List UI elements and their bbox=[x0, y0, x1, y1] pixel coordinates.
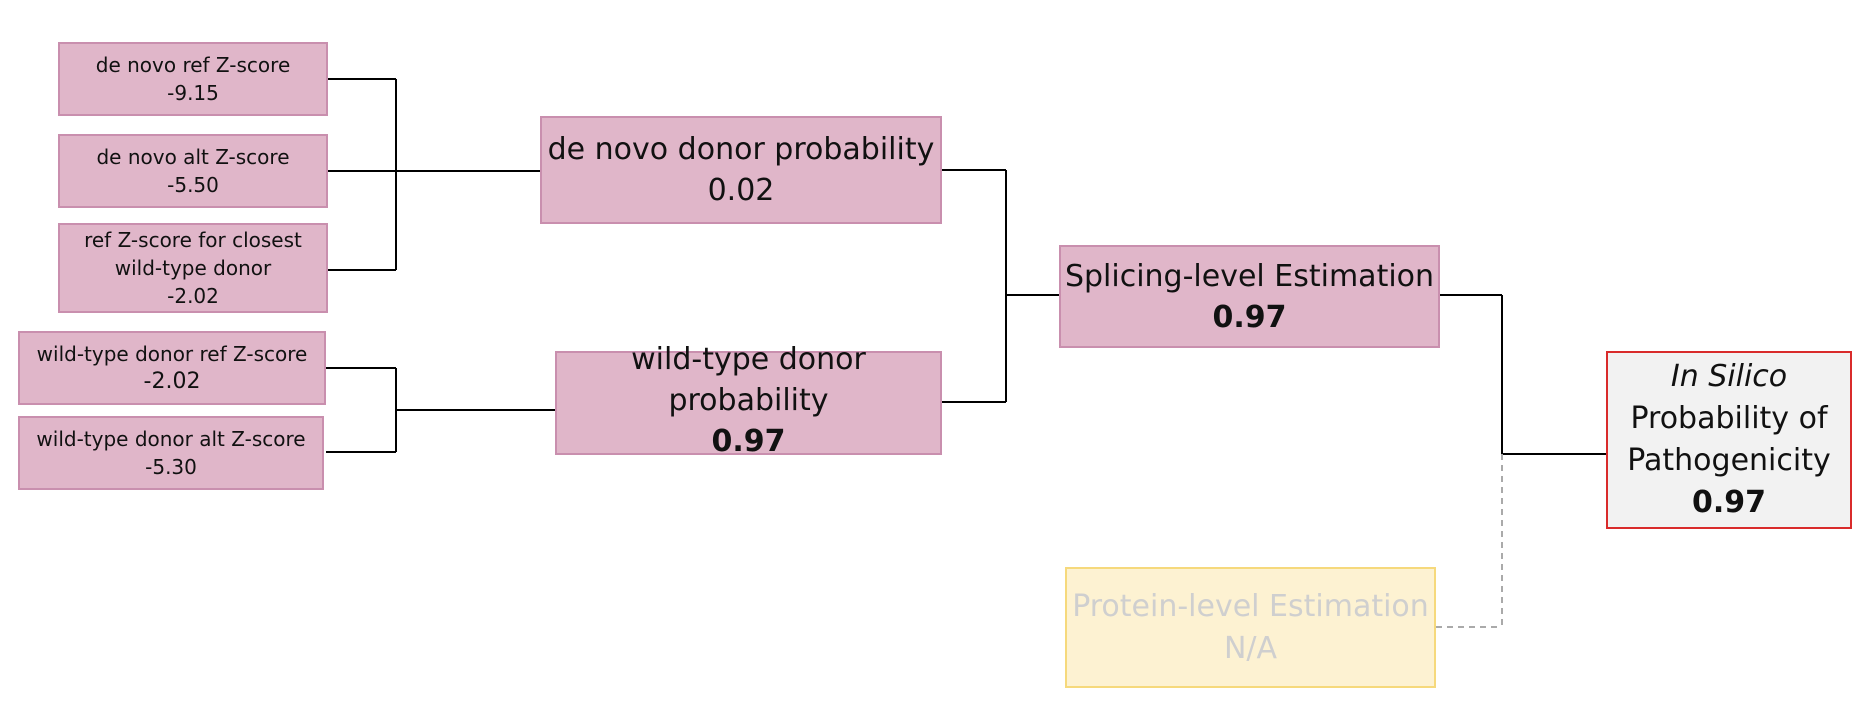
protein-level-estimation-box: Protein-level Estimation N/A bbox=[1065, 567, 1436, 688]
closest-wild-type-ref-z-score-box: ref Z-score for closest wild-type donor … bbox=[58, 223, 328, 313]
in-silico-label: In Silico bbox=[1670, 359, 1788, 394]
de-novo-ref-z-score-value: -9.15 bbox=[167, 81, 219, 105]
wild-type-ref-z-score-label: wild-type donor ref Z-score bbox=[36, 342, 308, 366]
de-novo-donor-probability-value: 0.02 bbox=[707, 173, 775, 208]
wild-type-donor-probability-value: 0.97 bbox=[711, 424, 786, 459]
splicing-level-estimation-label: Splicing-level Estimation bbox=[1064, 258, 1435, 294]
splicing-level-estimation-box: Splicing-level Estimation 0.97 bbox=[1059, 245, 1440, 348]
wild-type-ref-z-score-box: wild-type donor ref Z-score -2.02 bbox=[18, 331, 326, 405]
de-novo-alt-z-score-label: de novo alt Z-score bbox=[96, 145, 290, 169]
closest-wild-type-ref-z-score-label-2: wild-type donor bbox=[114, 256, 272, 280]
de-novo-donor-probability-label: de novo donor probability bbox=[547, 132, 935, 167]
de-novo-ref-z-score-box: de novo ref Z-score -9.15 bbox=[58, 42, 328, 116]
de-novo-donor-probability-box: de novo donor probability 0.02 bbox=[540, 116, 942, 224]
in-silico-probability-box: In Silico Probability of Pathogenicity 0… bbox=[1606, 351, 1852, 529]
wild-type-alt-z-score-value: -5.30 bbox=[145, 455, 197, 479]
wild-type-donor-probability-box: wild-type donor probability 0.97 bbox=[555, 342, 942, 459]
wild-type-ref-z-score-value: -2.02 bbox=[143, 369, 201, 394]
de-novo-alt-z-score-box: de novo alt Z-score -5.50 bbox=[58, 134, 328, 208]
pathogenicity-value: 0.97 bbox=[1691, 485, 1767, 520]
probability-of-label: Probability of bbox=[1630, 401, 1828, 436]
wild-type-alt-z-score-label: wild-type donor alt Z-score bbox=[36, 427, 306, 451]
pathogenicity-label: Pathogenicity bbox=[1627, 443, 1831, 478]
wild-type-donor-probability-label-1: wild-type donor bbox=[631, 342, 866, 377]
closest-wild-type-ref-z-score-label-1: ref Z-score for closest bbox=[84, 228, 302, 252]
protein-level-estimation-value: N/A bbox=[1223, 630, 1278, 666]
protein-level-estimation-label: Protein-level Estimation bbox=[1072, 588, 1429, 624]
splicing-level-estimation-value: 0.97 bbox=[1212, 299, 1287, 335]
closest-wild-type-ref-z-score-value: -2.02 bbox=[167, 284, 219, 308]
de-novo-ref-z-score-label: de novo ref Z-score bbox=[95, 53, 291, 77]
wild-type-donor-probability-label-2: probability bbox=[668, 383, 829, 418]
de-novo-alt-z-score-value: -5.50 bbox=[167, 173, 219, 197]
wild-type-alt-z-score-box: wild-type donor alt Z-score -5.30 bbox=[18, 416, 324, 490]
